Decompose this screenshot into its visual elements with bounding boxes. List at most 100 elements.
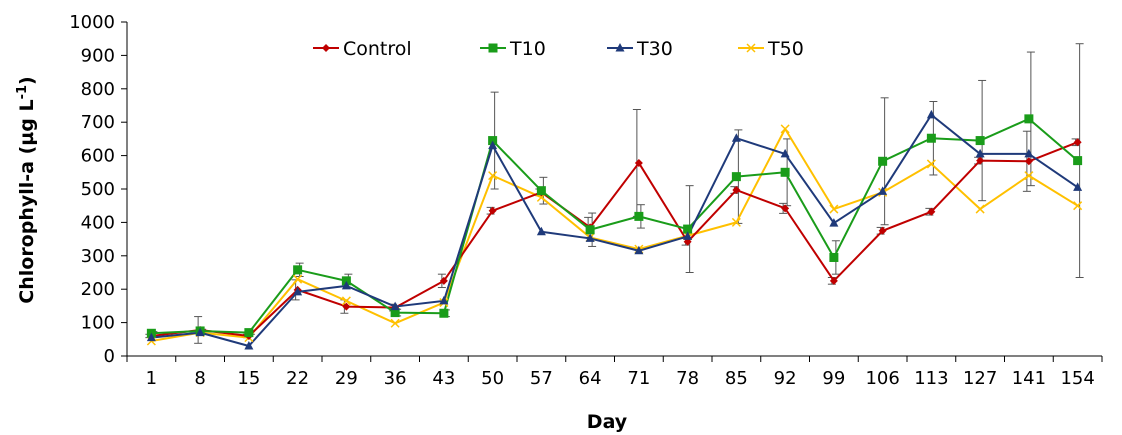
- data-point-t30: [683, 231, 693, 240]
- data-point-t50: [926, 159, 936, 169]
- y-tick-label: 0: [104, 346, 115, 367]
- data-point-t10: [390, 308, 400, 318]
- y-axis-title: Chlorophyll-a (µg L-1): [15, 76, 39, 303]
- error-bars: [145, 43, 1084, 344]
- y-tick-label: 100: [81, 313, 115, 334]
- x-tick-label: 50: [481, 368, 504, 389]
- legend-item-t10: T10: [480, 38, 546, 60]
- x-tick-label: 127: [963, 368, 997, 389]
- data-point-control: [488, 206, 497, 215]
- y-axis-title-suffix: ): [16, 76, 38, 85]
- data-point-t30: [926, 109, 936, 119]
- series-lines: [151, 113, 1079, 347]
- data-point-control: [878, 226, 887, 235]
- data-point-t30: [536, 226, 546, 236]
- data-point-t10: [585, 225, 595, 235]
- data-point-t30: [975, 148, 985, 158]
- y-axis-ticks: 0 100 200 300 400 500 600 700 800 900 1000: [69, 12, 127, 367]
- data-point-t50: [488, 171, 498, 181]
- data-point-t50: [1024, 171, 1034, 181]
- data-point-t30: [146, 332, 156, 342]
- data-point-t10: [683, 224, 693, 234]
- y-tick-label: 500: [81, 179, 115, 200]
- data-point-t10: [829, 252, 839, 262]
- data-point-t50: [1073, 201, 1083, 211]
- data-point-control: [976, 156, 985, 165]
- x-tick-label: 78: [676, 368, 699, 389]
- legend-label-control: Control: [343, 38, 412, 60]
- data-point-t50: [829, 204, 839, 214]
- data-point-t30: [195, 327, 205, 337]
- data-point-control: [927, 207, 936, 216]
- y-tick-label: 200: [81, 279, 115, 300]
- legend-label-t50: T50: [767, 38, 804, 60]
- data-point-t30: [439, 295, 449, 305]
- data-point-t50: [390, 318, 400, 328]
- x-tick-label: 1: [146, 368, 157, 389]
- x-tick-label: 8: [194, 368, 205, 389]
- y-tick-label: 700: [81, 112, 115, 133]
- x-tick-label: 15: [237, 368, 260, 389]
- data-point-t10: [731, 172, 741, 182]
- data-point-t30: [634, 245, 644, 255]
- legend-marker-t30: [615, 43, 625, 52]
- data-point-control: [439, 276, 448, 285]
- legend-item-t30: T30: [607, 38, 673, 60]
- x-tick-label: 36: [384, 368, 407, 389]
- data-point-t30: [878, 186, 888, 195]
- axes: [126, 22, 1102, 357]
- x-tick-label: 99: [822, 368, 845, 389]
- x-tick-label: 106: [865, 368, 899, 389]
- data-point-t10: [488, 136, 498, 146]
- x-tick-label: 92: [774, 368, 797, 389]
- x-tick-label: 113: [914, 368, 948, 389]
- legend: Control T10 T30 T50: [313, 38, 804, 60]
- y-axis-title-main: Chlorophyll-a (µg L: [16, 99, 38, 303]
- data-point-control: [1073, 138, 1082, 147]
- data-point-control: [342, 302, 351, 311]
- y-tick-label: 400: [81, 212, 115, 233]
- data-point-t50: [293, 274, 303, 284]
- legend-marker-t10: [488, 43, 498, 53]
- legend-label-t30: T30: [636, 38, 673, 60]
- x-tick-label: 43: [432, 368, 455, 389]
- x-tick-label: 22: [286, 368, 309, 389]
- x-tick-label: 29: [335, 368, 358, 389]
- legend-marker-control: [322, 44, 330, 52]
- y-tick-label: 900: [81, 45, 115, 66]
- data-point-t10: [244, 328, 254, 338]
- series-line-t30: [151, 113, 1079, 347]
- data-point-control: [1024, 157, 1033, 166]
- x-axis-title: Day: [587, 411, 628, 433]
- data-point-t50: [341, 296, 351, 306]
- data-point-t10: [975, 136, 985, 146]
- data-point-control: [781, 204, 790, 213]
- x-tick-label: 71: [627, 368, 650, 389]
- data-point-t50: [975, 204, 985, 214]
- y-tick-label: 600: [81, 146, 115, 167]
- data-point-t30: [585, 233, 595, 242]
- x-tick-label: 85: [725, 368, 748, 389]
- data-point-t30: [1024, 148, 1034, 158]
- data-point-t30: [731, 133, 741, 142]
- y-tick-label: 1000: [69, 12, 115, 33]
- data-point-t30: [341, 280, 351, 290]
- data-point-t10: [293, 265, 303, 275]
- y-tick-label: 300: [81, 246, 115, 267]
- data-point-t10: [536, 186, 546, 196]
- data-point-t30: [293, 286, 303, 296]
- data-point-t10: [1073, 156, 1083, 166]
- x-tick-label: 154: [1060, 368, 1094, 389]
- data-point-t50: [780, 124, 790, 134]
- x-tick-label: 64: [579, 368, 602, 389]
- legend-item-t50: T50: [738, 38, 804, 60]
- y-tick-label: 800: [81, 79, 115, 100]
- data-point-t30: [780, 148, 790, 158]
- series-line-t50: [151, 127, 1079, 342]
- series-line-t10: [151, 117, 1079, 335]
- series-line-control: [151, 141, 1078, 337]
- data-point-t30: [244, 340, 254, 350]
- data-point-t10: [634, 211, 644, 221]
- data-point-t10: [341, 276, 351, 286]
